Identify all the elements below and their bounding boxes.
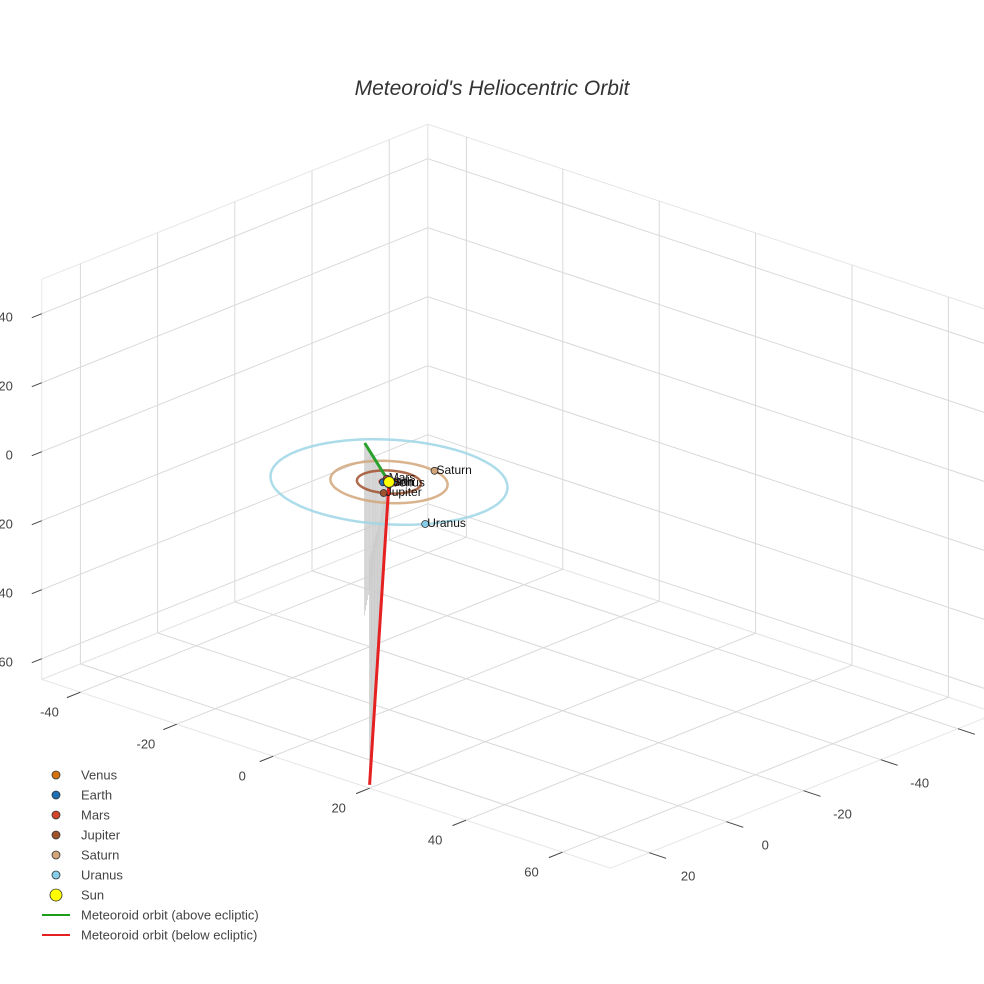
x-tick-label: 0 [239,769,246,784]
back-gridline-z [427,158,984,344]
z-tick-mark [31,382,42,388]
x-tick-label: 40 [428,833,442,848]
y-tick-label: 0 [762,837,769,852]
legend[interactable]: Venus Earth Mars Jupiter Saturn Uranus Sun Mete… [42,768,259,943]
x-tick-mark [355,787,370,795]
back-gridline-z [427,227,984,413]
legend-label: Uranus [81,868,123,883]
z-tick-label: -40 [0,586,13,601]
legend-item[interactable]: Uranus [51,868,123,883]
x-tick-mark [66,691,81,699]
y-tick-label: 20 [681,868,695,883]
y-tick-mark [880,759,898,766]
x-tick-mark [163,723,177,731]
side-gridline-z [41,227,428,384]
back-wall-edge [427,123,984,310]
sun-marker [383,476,395,488]
z-tick-label: -20 [0,517,13,532]
legend-item[interactable]: Sun [49,888,104,903]
legend-label: Mars [81,808,110,823]
legend-swatch-marker [51,810,61,820]
legend-label: Meteoroid orbit (below ecliptic) [81,928,257,943]
legend-label: Meteoroid orbit (above ecliptic) [81,908,259,923]
orbit-saturn [329,459,449,505]
z-tick-mark [31,451,42,457]
planet-saturn [430,466,439,475]
legend-swatch-marker [51,850,61,860]
planet-label-uranus: Uranus [427,516,466,530]
back-gridline-z [427,296,984,482]
planet-label-venus: Venus [392,476,425,490]
back-gridline-z [427,503,984,689]
z-tick-mark [31,520,42,526]
y-tick-label: -20 [833,806,852,821]
x-tick-label: 60 [524,865,538,880]
planet-label-jupiter: Jupiter [386,485,422,499]
legend-item[interactable]: Mars [51,808,110,823]
legend-label: Jupiter [81,828,121,843]
x-tick-mark [548,851,563,859]
planet-label-mars: Mars [389,471,416,485]
side-gridline-z [41,365,428,522]
grid-panes [41,123,984,869]
z-tick-label: 20 [0,379,13,394]
z-tick-label: 40 [0,310,13,325]
side-gridline-z [41,503,428,660]
legend-swatch-marker [51,870,61,880]
legend-label: Venus [81,768,118,783]
z-tick-mark [31,658,42,664]
z-tick-mark [31,313,42,319]
back-gridline-z [427,434,984,620]
back-wall-edge [427,523,984,710]
back-gridline-z [427,365,984,551]
side-gridline-z [41,296,428,453]
chart-title: Meteoroid's Heliocentric Orbit [355,77,631,100]
floor-gridline-y [157,632,727,823]
side-gridline-z [41,158,428,315]
floor-edge [41,678,611,869]
x-tick-label: 20 [331,801,345,816]
x-tick-label: -40 [40,705,59,720]
sun-label: Sun [393,475,414,489]
legend-item[interactable]: Meteoroid orbit (above ecliptic) [42,908,259,923]
floor-edge [610,717,984,869]
y-tick-mark [726,821,744,828]
legend-label: Earth [81,788,112,803]
legend-swatch-marker [51,830,61,840]
floor-gridline-y [80,663,650,854]
z-tick-label: 0 [6,448,13,463]
y-tick-mark [803,790,821,797]
legend-item[interactable]: Venus [51,768,118,783]
floor-edge [427,523,984,710]
y-tick-mark [957,728,976,735]
legend-swatch-marker [51,770,61,780]
floor-gridline-y [234,601,804,792]
planet-label-saturn: Saturn [437,463,472,477]
x-tick-mark [452,819,467,827]
legend-label: Sun [81,888,104,903]
y-tick-label: -40 [910,775,929,790]
floor-gridline-y [389,539,959,730]
orbit-uranus [269,437,509,527]
x-tick-label: -20 [137,737,156,752]
y-tick-mark [649,852,667,859]
legend-swatch-marker [49,888,63,902]
meteoroid-orbit-below [368,481,391,785]
legend-item[interactable]: Jupiter [51,828,121,843]
legend-item[interactable]: Earth [51,788,112,803]
legend-item[interactable]: Saturn [51,848,119,863]
legend-label: Saturn [81,848,119,863]
legend-item[interactable]: Meteoroid orbit (below ecliptic) [42,928,257,943]
z-tick-mark [31,589,42,595]
side-gridline-z [41,434,428,591]
legend-swatch-marker [51,790,61,800]
planet-jupiter [379,489,388,497]
floor-gridline-y [311,570,881,761]
planet-uranus [421,520,430,528]
z-tick-label: -60 [0,655,13,670]
x-tick-mark [259,755,274,763]
